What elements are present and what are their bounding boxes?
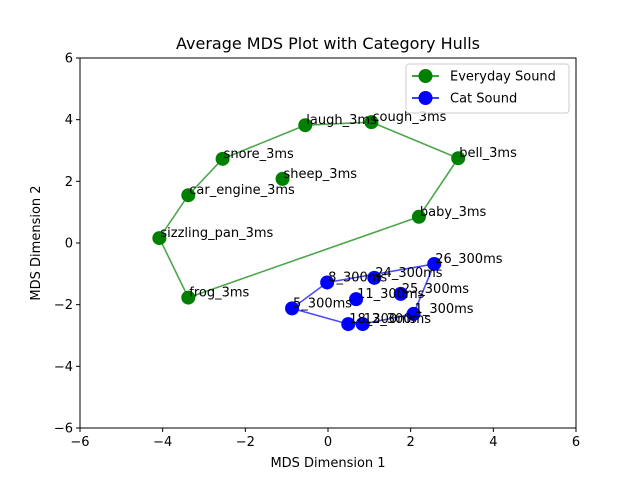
- point-label-24-300ms: 24_300ms: [375, 266, 443, 281]
- y-tick-label: 0: [65, 237, 73, 252]
- y-tick-label: 2: [65, 175, 73, 190]
- y-tick-label: 6: [65, 52, 73, 67]
- point-11-300ms: [349, 292, 364, 307]
- point-label-snore-3ms: snore_3ms: [224, 147, 294, 162]
- x-axis-ticks: −6 −4 −2 0 2 4 6: [70, 428, 580, 450]
- legend-label-cat-sound: Cat Sound: [450, 92, 517, 107]
- y-tick-label: −4: [54, 360, 73, 375]
- x-tick-label: 6: [572, 435, 580, 450]
- y-tick-label: 4: [65, 113, 73, 128]
- y-tick-label: −2: [54, 298, 73, 313]
- point-label-25-300ms: 25_300ms: [402, 282, 470, 297]
- point-1-300ms: [406, 306, 421, 321]
- y-axis-ticks: −6 −4 −2 0 2 4 6: [54, 52, 80, 437]
- point-25-300ms: [393, 286, 408, 301]
- point-sizzling-pan-3ms: [152, 231, 167, 246]
- point-baby-3ms: [411, 209, 426, 224]
- x-axis-title: MDS Dimension 1: [270, 456, 385, 471]
- y-tick-label: −6: [54, 422, 73, 437]
- point-12-300ms: [355, 317, 370, 332]
- point-label-8-300ms: 8_300ms: [328, 270, 387, 285]
- point-label-26-300ms: 26_300ms: [435, 252, 503, 267]
- point-label-5-300ms: 5_300ms: [293, 296, 352, 311]
- point-bell-3ms: [451, 151, 466, 166]
- point-car-engine-3ms: [181, 188, 196, 203]
- legend: Everyday Sound Cat Sound: [405, 63, 570, 114]
- legend-box: [405, 63, 570, 114]
- point-snore-3ms: [215, 151, 230, 166]
- point-18-300ms: [341, 317, 356, 332]
- legend-marker-cat-sound: [418, 91, 433, 105]
- chart-title: Average MDS Plot with Category Hulls: [176, 34, 480, 53]
- x-tick-label: −6: [70, 435, 89, 450]
- point-label-sizzling-pan-3ms: sizzling_pan_3ms: [160, 226, 273, 241]
- point-label-12-300ms: 12_300ms: [364, 312, 432, 327]
- point-label-sheep-3ms: sheep_3ms: [284, 167, 358, 182]
- point-laugh-3ms: [298, 118, 313, 133]
- point-frog-3ms: [181, 290, 196, 305]
- point-label-bell-3ms: bell_3ms: [459, 146, 517, 161]
- point-label-baby-3ms: baby_3ms: [420, 205, 487, 220]
- x-tick-label: −2: [236, 435, 255, 450]
- point-label-cough-3ms: cough_3ms: [372, 110, 446, 125]
- x-tick-label: 2: [407, 435, 415, 450]
- legend-marker-everyday-sound: [418, 69, 433, 83]
- point-sheep-3ms: [275, 171, 290, 186]
- y-axis-title: MDS Dimension 2: [29, 185, 44, 300]
- point-5-300ms: [285, 301, 300, 316]
- legend-label-everyday-sound: Everyday Sound: [450, 70, 556, 85]
- x-tick-label: −4: [153, 435, 172, 450]
- point-26-300ms: [427, 256, 442, 271]
- point-label-frog-3ms: frog_3ms: [189, 286, 249, 301]
- point-label-1-300ms: 1_300ms: [415, 302, 474, 317]
- point-label-18-300ms: 18_300ms: [349, 312, 417, 327]
- point-cough-3ms: [364, 115, 379, 130]
- data-points: [152, 115, 466, 332]
- point-label-11-300ms: 11_300ms: [357, 287, 425, 302]
- x-tick-label: 0: [324, 435, 332, 450]
- x-tick-label: 4: [489, 435, 497, 450]
- point-8-300ms: [320, 275, 335, 290]
- point-24-300ms: [367, 270, 382, 285]
- point-label-laugh-3ms: laugh_3ms: [306, 113, 377, 128]
- point-label-car-engine-3ms: car_engine_3ms: [189, 183, 295, 198]
